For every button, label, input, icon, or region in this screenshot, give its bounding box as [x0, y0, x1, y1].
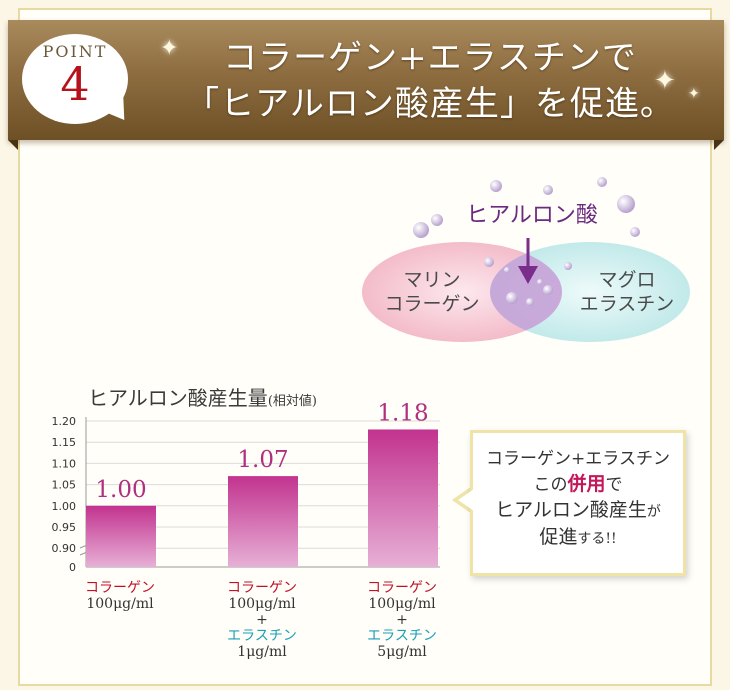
callout-line1: コラーゲン+エラスチン	[486, 449, 670, 469]
bar	[228, 476, 298, 567]
point-bubble	[22, 34, 128, 124]
arrow-down-icon	[518, 266, 538, 284]
x-label-1: コラーゲン 100μg/ml	[85, 580, 155, 612]
y-tick-label: 1.00	[52, 500, 77, 513]
banner-fold-right	[714, 140, 724, 150]
sparkle-icon: ✦	[688, 86, 700, 102]
callout-line3: ヒアルロン酸産生が	[495, 499, 661, 521]
overlap-region	[490, 242, 562, 342]
sparkle-icon: ✦	[654, 66, 676, 96]
callout-line2: この併用で	[533, 473, 623, 495]
sparkle-icon: ✦	[160, 36, 179, 61]
y-tick-label: 1.05	[52, 479, 77, 492]
bar-value-label: 1.00	[95, 477, 146, 503]
x-label-3: コラーゲン 100μg/ml + エラスチン 5μg/ml	[367, 580, 437, 660]
bar	[86, 505, 156, 567]
banner-title-line2: 「ヒアルロン酸産生」を促進。	[185, 84, 675, 124]
marine-collagen-label: マリン コラーゲン	[384, 269, 480, 315]
banner-fold-left	[8, 140, 18, 150]
callout-line4: 促進する!!	[539, 526, 617, 548]
y-tick-label: 0.95	[52, 521, 77, 534]
bar-value-label: 1.07	[237, 447, 288, 473]
tuna-elastin-label: マグロ エラスチン	[579, 269, 675, 315]
bar-value-label: 1.18	[377, 400, 428, 426]
bubbles	[413, 177, 640, 306]
callout-tail-inner	[458, 489, 474, 511]
y-tick-label: 0.90	[52, 542, 77, 555]
y-tick-label: 1.10	[52, 457, 77, 470]
chart-title: ヒアルロン酸産生量(相対値)	[88, 386, 317, 410]
hyaluronic-label: ヒアルロン酸	[466, 203, 598, 228]
x-label-2: コラーゲン 100μg/ml + エラスチン 1μg/ml	[227, 580, 297, 660]
point-word: POINT	[42, 42, 108, 61]
point-number: 4	[60, 57, 90, 111]
y-tick-label: 1.20	[52, 415, 77, 428]
y-tick-label: 1.15	[52, 436, 77, 449]
banner-title-line1: コラーゲン+エラスチンで	[223, 38, 637, 78]
bar	[368, 429, 438, 567]
callout-box: コラーゲン+エラスチン この併用で ヒアルロン酸産生が 促進する!!	[470, 430, 686, 576]
y-tick-label: 0	[69, 561, 76, 574]
